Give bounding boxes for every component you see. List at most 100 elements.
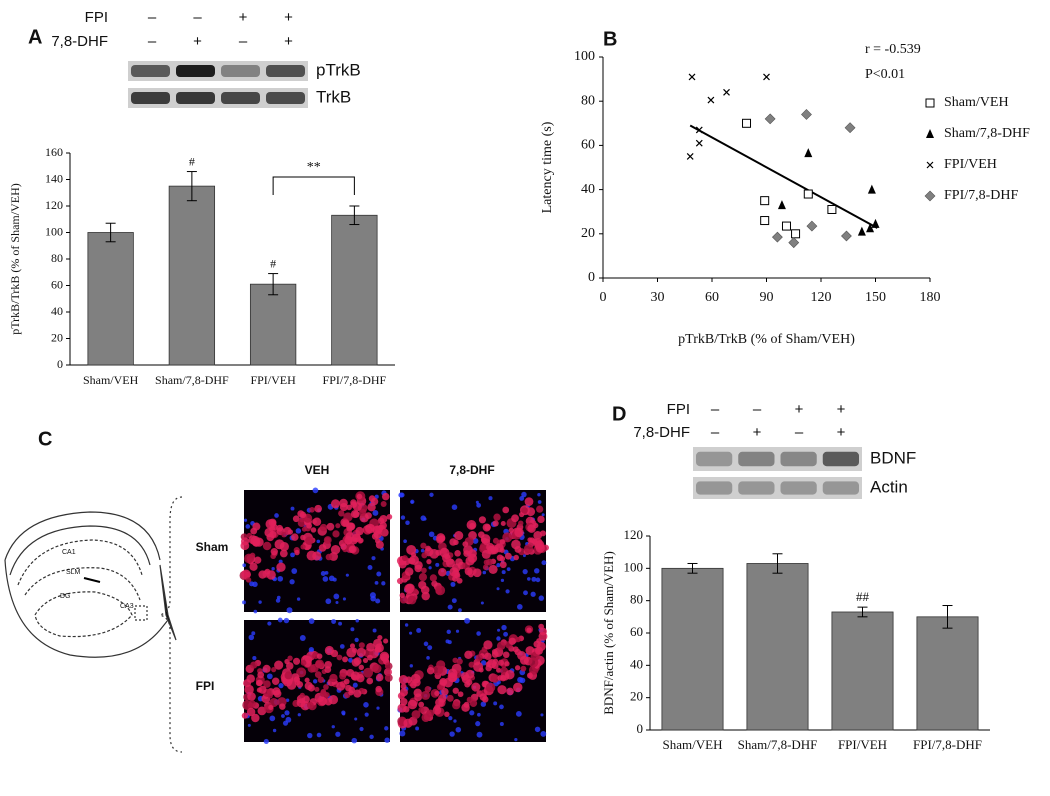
nucleus [426, 656, 430, 660]
nucleus [308, 618, 315, 624]
cell [523, 544, 534, 554]
nucleus [242, 600, 246, 605]
cell [377, 634, 383, 641]
legend-entry: FPI/VEH [944, 157, 997, 172]
cell [519, 655, 529, 665]
cell [429, 574, 437, 582]
nucleus [517, 676, 524, 683]
nucleus [274, 513, 279, 518]
nucleus [540, 713, 544, 717]
cell [342, 519, 350, 527]
legend-entry: FPI/7,8-DHF [944, 188, 1019, 203]
trend-line [689, 124, 878, 229]
cell [248, 700, 256, 708]
cell [258, 685, 267, 694]
point [688, 73, 696, 81]
cell [316, 653, 323, 660]
nucleus [371, 556, 376, 561]
cell [493, 513, 501, 521]
panel-letter: C [38, 428, 52, 450]
blot-band [696, 451, 733, 467]
cell [306, 522, 313, 529]
cell [478, 516, 487, 524]
cell [426, 666, 435, 675]
cell [241, 569, 251, 580]
nucleus [351, 737, 358, 744]
nucleus [345, 573, 349, 577]
cell [287, 529, 294, 535]
column-header: VEH [305, 463, 330, 477]
cell [426, 559, 432, 565]
cell [404, 583, 415, 594]
cell [284, 671, 293, 680]
nucleus [429, 492, 434, 497]
nucleus [477, 712, 481, 717]
cell [463, 701, 470, 708]
nucleus [322, 576, 329, 582]
y-tick-label: 100 [624, 559, 644, 574]
blot-band [176, 65, 215, 77]
nucleus [363, 702, 369, 708]
cell [454, 531, 464, 541]
x-tick-label: 90 [760, 290, 774, 305]
nucleus [335, 731, 341, 737]
y-tick-label: 80 [51, 251, 63, 265]
blot-sign: – [148, 33, 157, 50]
cell [533, 522, 539, 529]
nucleus [348, 657, 353, 663]
cell [515, 636, 521, 643]
blot-sign: – [193, 9, 202, 26]
nucleus [369, 734, 374, 740]
cell [373, 638, 382, 648]
cell [492, 537, 499, 544]
cell [281, 531, 287, 538]
nucleus [248, 634, 255, 641]
cell [324, 645, 334, 656]
cell [531, 538, 538, 545]
point [871, 218, 880, 228]
nucleus [384, 737, 390, 743]
blot-band [822, 451, 859, 467]
cell [372, 663, 382, 674]
nucleus [281, 714, 285, 718]
nucleus [480, 701, 487, 707]
cell [309, 507, 315, 513]
blot-band [131, 65, 170, 77]
cell [497, 659, 505, 666]
nucleus [450, 581, 456, 587]
nucleus [307, 732, 313, 739]
blot-label: pTrkB [316, 60, 361, 79]
nucleus [376, 706, 380, 710]
cell [336, 681, 346, 691]
cell [300, 534, 306, 541]
cell [490, 674, 500, 683]
cell [258, 570, 267, 579]
blot-sign: + [753, 424, 762, 441]
error-bar [772, 553, 783, 574]
cell [397, 703, 407, 713]
nucleus [324, 570, 329, 575]
cell [348, 690, 354, 696]
nucleus [286, 607, 293, 614]
blot-membrane [128, 61, 308, 81]
cell [378, 524, 384, 531]
cell [270, 548, 278, 556]
nucleus [277, 575, 284, 582]
nucleus [455, 629, 460, 633]
annotation: # [270, 256, 276, 270]
x-tick-label: 60 [705, 290, 719, 305]
nucleus [266, 673, 273, 680]
cell [336, 654, 343, 661]
blot-band [266, 65, 305, 77]
cell [315, 659, 325, 669]
nucleus [243, 518, 248, 522]
cell [247, 692, 256, 701]
cell [464, 567, 473, 576]
blot-condition: 7,8-DHF [633, 424, 690, 441]
nucleus [375, 598, 381, 604]
cell [485, 682, 496, 693]
panel-letter: B [603, 28, 617, 50]
cell [338, 510, 345, 517]
y-axis-label: BDNF/actin (% of Sham/VEH) [601, 551, 616, 715]
nucleus [501, 570, 506, 575]
